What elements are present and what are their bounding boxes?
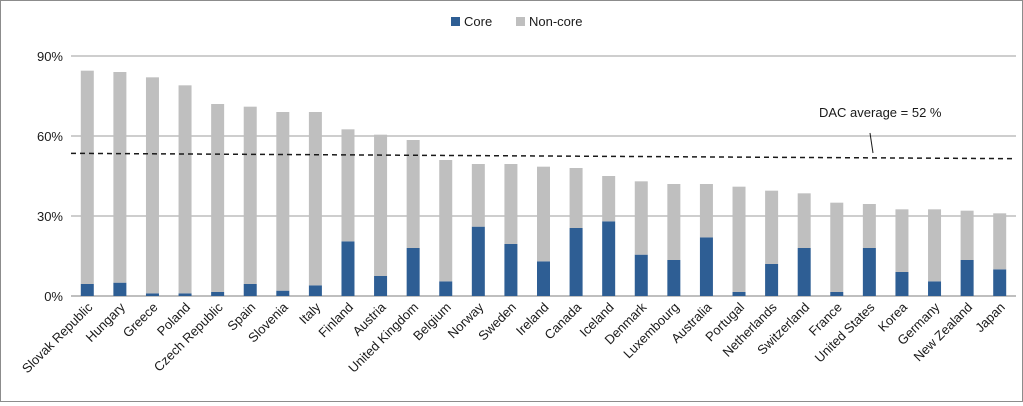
bar-non-core [276, 112, 290, 291]
bar-non-core [178, 85, 192, 294]
bar-non-core [960, 210, 974, 260]
bar-core [211, 292, 225, 296]
bar-core [667, 260, 681, 296]
bar-core [732, 292, 746, 296]
bar-core [471, 226, 485, 296]
bar-core [797, 248, 811, 296]
bar-non-core [928, 209, 942, 282]
reference-line [70, 152, 1017, 160]
reference-line-group: DAC average = 52 % [70, 105, 1017, 160]
bar-non-core [406, 140, 420, 248]
bar-core [634, 254, 648, 296]
bar-non-core [699, 184, 713, 238]
bar-non-core [471, 164, 485, 227]
legend-label-core: Core [464, 14, 492, 29]
bar-non-core [732, 186, 746, 292]
x-category-label: Finland [315, 300, 356, 341]
bar-core [145, 293, 159, 296]
bar-non-core [308, 112, 322, 286]
bar-non-core [602, 176, 616, 222]
bar-non-core [862, 204, 876, 248]
x-category-label: Slovak Republic [19, 299, 96, 376]
bar-non-core [243, 106, 257, 285]
bar-core [960, 260, 974, 296]
bar-non-core [145, 77, 159, 294]
bar-core [276, 290, 290, 296]
bar-core [928, 281, 942, 296]
bar-core [243, 284, 257, 296]
y-tick-label: 30% [37, 209, 63, 224]
bar-non-core [211, 104, 225, 292]
bar-core [504, 244, 518, 296]
bar-non-core [667, 184, 681, 260]
bar-core [895, 272, 909, 296]
bar-core [699, 237, 713, 296]
bar-non-core [113, 72, 127, 283]
reference-line-label: DAC average = 52 % [819, 105, 942, 120]
x-category-label: Japan [972, 300, 1008, 336]
bar-core [439, 281, 453, 296]
bar-core [537, 261, 550, 296]
bar-core [406, 248, 420, 296]
bar-non-core [797, 193, 811, 248]
reference-line-leader [869, 132, 874, 154]
bar-non-core [537, 166, 550, 262]
y-tick-label: 60% [37, 129, 63, 144]
legend: Core Non-core [451, 14, 582, 29]
legend-label-non-core: Non-core [529, 14, 582, 29]
y-tick-label: 90% [37, 49, 63, 64]
bar-core [830, 292, 844, 296]
bar-non-core [341, 129, 355, 242]
x-axis-category-labels: Slovak RepublicHungaryGreecePolandCzech … [19, 299, 1008, 376]
x-category-label: Greece [120, 300, 161, 341]
bar-core [374, 276, 388, 296]
bar-core [993, 269, 1007, 296]
bar-core [569, 228, 583, 296]
bar-non-core [504, 164, 518, 244]
bar-core [602, 221, 616, 296]
legend-swatch-non-core [516, 17, 525, 26]
bar-non-core [634, 181, 648, 255]
bars [80, 70, 1007, 296]
bar-non-core [439, 160, 453, 282]
y-axis-tick-labels: 0% 30% 60% 90% [37, 49, 63, 304]
bar-non-core [569, 168, 583, 228]
bar-core [80, 284, 94, 296]
y-tick-label: 0% [44, 289, 63, 304]
bar-non-core [80, 70, 94, 285]
bar-core [765, 264, 779, 296]
bar-non-core [830, 202, 844, 292]
bar-core [308, 285, 322, 296]
bar-core [341, 241, 355, 296]
bar-non-core [993, 213, 1007, 270]
bar-non-core [895, 209, 909, 272]
bar-core [178, 293, 192, 296]
x-category-label: Italy [296, 299, 324, 327]
bar-core [862, 248, 876, 296]
bar-core [113, 282, 127, 296]
bar-non-core [374, 134, 388, 276]
legend-swatch-core [451, 17, 460, 26]
x-category-label: Canada [541, 299, 584, 342]
bar-non-core [765, 190, 779, 264]
